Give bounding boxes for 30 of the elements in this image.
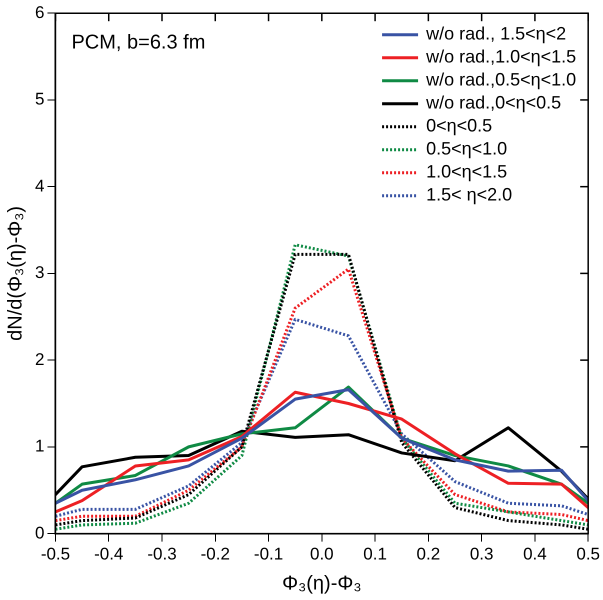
- y-tick-label: 3: [34, 263, 44, 282]
- legend-label: 1.5< η<2.0: [426, 184, 512, 205]
- y-tick-label: 4: [34, 176, 44, 196]
- y-tick-label: 5: [34, 90, 44, 109]
- y-tick-label: 6: [34, 2, 44, 22]
- x-tick-label: -0.1: [254, 544, 284, 564]
- line-series: [55, 318, 588, 518]
- x-tick-label: -0.5: [40, 544, 70, 564]
- y-tick-label: 2: [34, 350, 44, 369]
- legend-label: 0.5<η<1.0: [426, 138, 508, 159]
- legend-label: w/o rad.,1.0<η<1.5: [425, 46, 576, 67]
- legend-label: w/o rad.,0<η<0.5: [425, 92, 562, 113]
- legend-label: w/o rad., 1.5<η<2: [425, 24, 566, 44]
- y-tick-label: 0: [34, 523, 44, 542]
- annotation: PCM, b=6.3 fm: [71, 32, 206, 54]
- x-tick-label: 0.3: [470, 544, 494, 564]
- x-tick-label: -0.4: [94, 544, 124, 564]
- x-tick-label: 0.5: [576, 544, 600, 564]
- y-axis-title: dN/d(Φ₃(η)-Φ₃): [4, 206, 27, 341]
- legend-label: 1.0<η<1.5: [426, 162, 508, 182]
- x-tick-label: -0.3: [147, 544, 177, 564]
- legend-label: w/o rad.,0.5<η<1.0: [425, 70, 576, 90]
- x-tick-label: 0.1: [363, 544, 387, 564]
- legend-label: 0<η<0.5: [426, 116, 492, 136]
- x-tick-label: -0.2: [200, 544, 230, 564]
- y-tick-label: 1: [34, 436, 44, 456]
- x-tick-label: 0.0: [310, 544, 334, 564]
- x-axis-title: Φ₃(η)-Φ₃: [282, 572, 362, 595]
- x-tick-label: 0.2: [416, 544, 440, 564]
- x-tick-label: 0.4: [523, 544, 547, 564]
